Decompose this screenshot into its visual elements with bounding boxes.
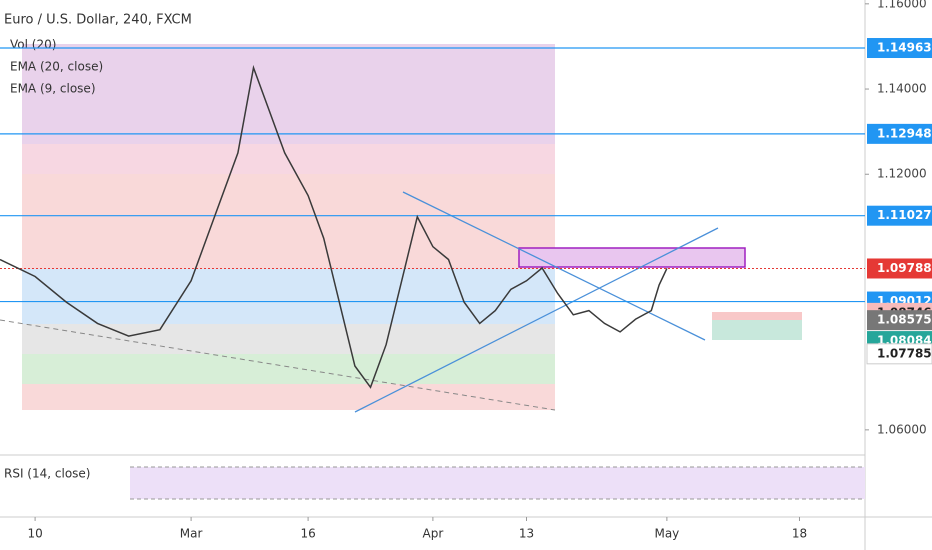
price-label-box <box>867 123 932 144</box>
x-tick-label: 13 <box>519 527 534 541</box>
trend-line <box>402 191 706 341</box>
fib-zone <box>22 44 555 144</box>
price-label: 1.14963 <box>877 41 932 55</box>
y-tick-label: 1.16000 <box>877 0 927 10</box>
stop-zone <box>712 312 802 320</box>
x-tick-label: Apr <box>423 527 444 541</box>
price-label: 1.07785 <box>877 346 932 360</box>
price-label-box <box>867 205 932 226</box>
rsi-band <box>130 467 865 499</box>
dashed-line <box>0 319 556 411</box>
y-tick-label: 1.06000 <box>877 422 927 436</box>
target-zone <box>712 320 802 340</box>
price-label: 1.09788 <box>877 261 932 275</box>
y-tick-label: 1.12000 <box>877 167 927 181</box>
price-label-box <box>866 343 932 365</box>
price-label: 1.11027 <box>877 208 932 222</box>
fib-zone <box>22 324 555 354</box>
fib-zone <box>22 269 555 324</box>
indicator-label: EMA (9, close) <box>10 82 96 96</box>
price-line <box>0 64 668 389</box>
indicator-label: Vol (20) <box>10 38 56 52</box>
indicator-label: EMA (20, close) <box>10 60 103 74</box>
x-tick-label: 18 <box>792 527 807 541</box>
x-tick-label: Mar <box>180 527 203 541</box>
price-label: 1.08575 <box>877 313 932 327</box>
price-label-box <box>867 310 932 331</box>
price-label-box <box>867 38 932 59</box>
fib-zone <box>22 384 555 410</box>
price-label: 1.12948 <box>877 126 932 140</box>
resistance-box <box>518 247 746 268</box>
rsi-label: RSI (14, close) <box>4 467 90 481</box>
price-label-box <box>867 258 932 279</box>
fib-zone <box>22 354 555 384</box>
trend-line <box>354 227 719 413</box>
x-tick-label: May <box>654 527 679 541</box>
x-tick-label: 16 <box>300 527 315 541</box>
fib-zone <box>22 174 555 269</box>
chart-title: Euro / U.S. Dollar, 240, FXCM <box>4 13 192 28</box>
y-tick-label: 1.14000 <box>877 82 927 96</box>
x-tick-label: 10 <box>27 527 42 541</box>
